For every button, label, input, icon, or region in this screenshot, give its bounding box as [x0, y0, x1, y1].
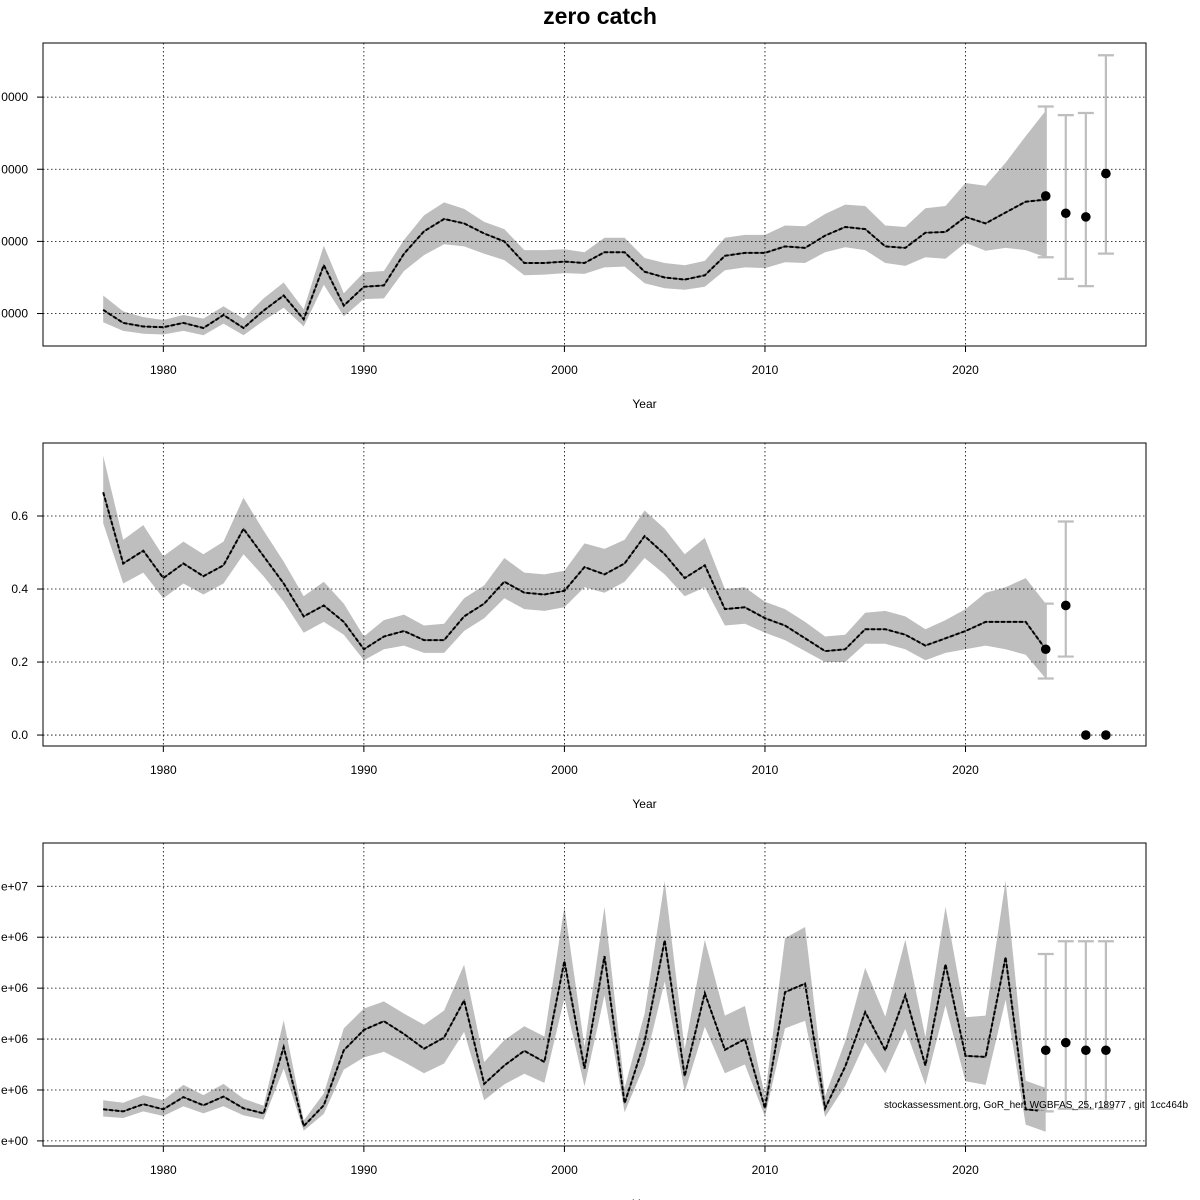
x-tick-label-top-3: 2010	[752, 363, 779, 377]
forecast-point-bottom-3	[1101, 1045, 1111, 1056]
y-tick-label-middle-2: 0.4	[11, 582, 28, 596]
panel-top: 1980 1990 2000 2010 2020 0000 0000 0000 0000 Year	[1, 42, 1147, 411]
plot-frame-middle	[42, 442, 1147, 747]
forecast-point-bottom-2	[1081, 1045, 1091, 1056]
y-tick-label-bottom-5: e+07	[1, 879, 28, 893]
forecast-point-middle-1	[1060, 600, 1071, 611]
plot-frame-bottom	[42, 842, 1147, 1147]
plot-frame-top	[42, 42, 1147, 347]
y-tick-label-middle-1: 0.2	[11, 655, 28, 669]
y-tick-label-bottom-2: e+06	[1, 1032, 28, 1046]
chart-title: zero catch	[543, 3, 657, 29]
x-tick-label-bottom-3: 2010	[752, 1163, 779, 1177]
forecast-point-bottom-0	[1040, 1045, 1051, 1056]
forecast-point-middle-0	[1040, 644, 1051, 655]
x-tick-label-middle-4: 2020	[952, 763, 979, 777]
chart-footnote: stockassessment.org, GoR_her_WGBFAS_25, …	[884, 1100, 1188, 1111]
y-tick-label-bottom-0: e+00	[1, 1134, 28, 1148]
estimate-line-dashed-bottom	[103, 940, 1046, 1129]
y-tick-label-bottom-1: e+06	[1, 1083, 28, 1097]
forecast-point-top-0	[1040, 191, 1051, 201]
confidence-band-middle	[103, 455, 1046, 679]
y-tick-label-top-1: 0000	[1, 234, 28, 248]
estimate-line-dashed-top	[102, 198, 1046, 330]
confidence-band-bottom	[103, 880, 1046, 1132]
forecast-point-middle-2	[1081, 730, 1091, 740]
x-tick-label-bottom-2: 2000	[551, 1163, 578, 1177]
x-tick-label-top-2: 2000	[551, 363, 578, 377]
x-tick-label-middle-0: 1980	[150, 763, 177, 777]
forecast-point-top-3	[1101, 168, 1111, 179]
y-tick-label-middle-0: 0.0	[11, 728, 28, 742]
x-tick-label-bottom-0: 1980	[150, 1163, 177, 1177]
y-tick-label-bottom-4: e+06	[1, 930, 28, 944]
y-tick-label-bottom-3: e+06	[1, 981, 28, 995]
x-tick-label-top-4: 2020	[952, 363, 979, 377]
y-tick-label-top-3: 0000	[1, 90, 28, 104]
forecast-point-bottom-1	[1060, 1037, 1071, 1048]
x-axis-title-middle: Year	[632, 797, 656, 811]
x-tick-label-bottom-4: 2020	[952, 1163, 979, 1177]
estimate-line-dashed-middle	[102, 492, 1047, 653]
confidence-band-top	[103, 110, 1046, 336]
y-tick-label-top-0: 0000	[1, 307, 28, 321]
y-tick-label-top-2: 0000	[1, 162, 28, 176]
panel-middle: 1980 1990 2000 2010 2020 0.0 0.2 0.4 0.6 Year	[11, 442, 1147, 811]
x-tick-label-middle-2: 2000	[551, 763, 578, 777]
x-axis-title-top: Year	[632, 397, 656, 411]
x-tick-label-middle-3: 2010	[752, 763, 779, 777]
forecast-point-middle-3	[1101, 730, 1111, 740]
x-tick-label-top-0: 1980	[150, 363, 177, 377]
x-tick-label-top-1: 1990	[351, 363, 378, 377]
y-tick-label-middle-3: 0.6	[11, 509, 28, 523]
forecast-point-top-1	[1060, 208, 1071, 219]
forecast-point-top-2	[1081, 212, 1091, 222]
x-axis-title-bottom: Year	[632, 1197, 656, 1200]
panel-bottom: 1980 1990 2000 2010 2020 e+00 e+06 e+06 e+06 e+06…	[1, 842, 1147, 1200]
x-tick-label-middle-1: 1990	[351, 763, 378, 777]
x-tick-label-bottom-1: 1990	[351, 1163, 378, 1177]
